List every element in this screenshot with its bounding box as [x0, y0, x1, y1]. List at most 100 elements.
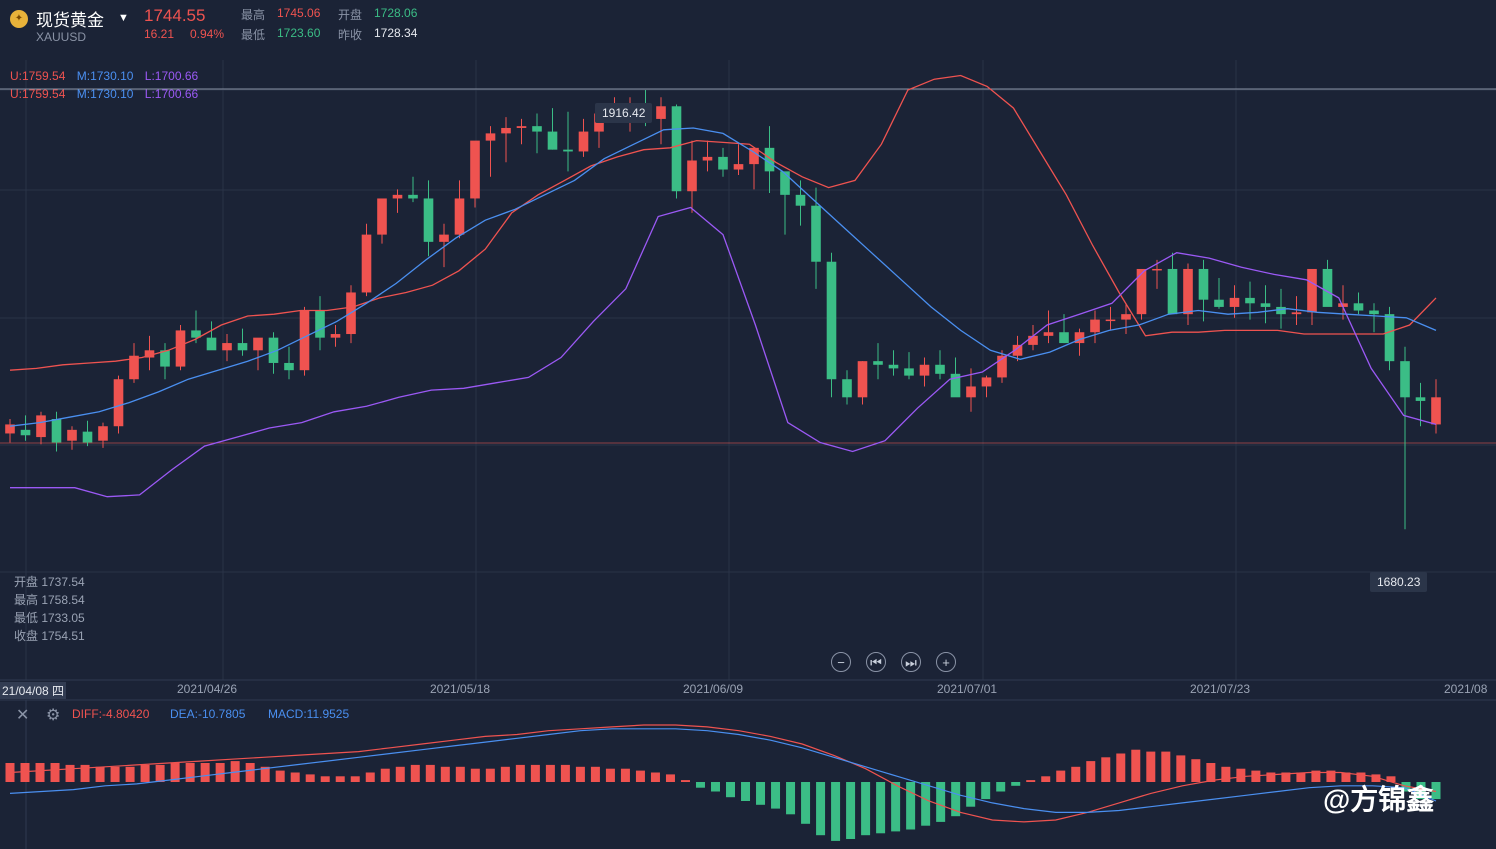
- candle-body: [501, 127, 511, 134]
- macd-hist-bar: [590, 766, 600, 782]
- macd-hist-bar: [695, 782, 705, 788]
- macd-hist-bar: [290, 772, 300, 782]
- macd-hist-bar: [380, 768, 390, 782]
- candle-body: [361, 234, 372, 293]
- candle-body: [36, 415, 46, 438]
- candle-body: [1415, 397, 1426, 401]
- gold-coin-icon: ✦: [10, 10, 28, 28]
- macd-hist-bar: [1371, 774, 1381, 782]
- max-price-tooltip: 1916.42: [595, 103, 653, 123]
- macd-hist-bar: [155, 764, 165, 782]
- macd-hist-bar: [1326, 770, 1336, 782]
- x-tick-label: 21/04/08 四: [0, 682, 67, 699]
- high-value: 1745.06: [277, 6, 321, 20]
- candle-body: [811, 205, 821, 262]
- candle-body: [532, 126, 542, 132]
- macd-hist-bar: [996, 782, 1006, 792]
- candle-body: [1136, 268, 1147, 315]
- macd-hist-bar: [921, 782, 931, 826]
- candle-body: [454, 198, 465, 235]
- skip-forward-button[interactable]: ⏭: [901, 652, 921, 672]
- candle-body: [268, 337, 279, 363]
- candle-body: [175, 330, 186, 367]
- candle-body: [1074, 332, 1085, 344]
- candle-body: [1229, 297, 1240, 307]
- min-price-tooltip: 1680.23: [1370, 572, 1428, 592]
- macd-hist-bar: [50, 763, 60, 782]
- macd-value-label: MACD:11.9525: [268, 707, 350, 721]
- candle-body: [160, 350, 170, 367]
- macd-hist-bar: [650, 772, 660, 782]
- macd-hist-bar: [575, 766, 585, 782]
- macd-hist-bar: [1086, 761, 1096, 782]
- candle-body: [1028, 335, 1038, 345]
- zoom-out-button[interactable]: −: [831, 652, 851, 672]
- candle-body: [702, 156, 713, 161]
- macd-hist-bar: [756, 782, 766, 805]
- boll-legend-2: U:1759.54 M:1730.10 L:1700.66: [10, 87, 206, 101]
- boll-upper: U:1759.54: [10, 87, 66, 101]
- ohlc-low: 最低 1733.05: [14, 611, 85, 625]
- candle-body: [516, 126, 527, 128]
- zoom-in-button[interactable]: +: [936, 652, 956, 672]
- candle-body: [1245, 297, 1255, 304]
- macd-hist-bar: [440, 766, 450, 782]
- candle-body: [1260, 303, 1271, 307]
- candle-body: [950, 373, 961, 398]
- chevron-down-icon[interactable]: ▼: [118, 12, 129, 24]
- close-icon[interactable]: ✕: [16, 707, 30, 724]
- candle-body: [284, 362, 294, 371]
- candle-body: [1384, 314, 1395, 362]
- macd-hist-bar: [1191, 759, 1201, 782]
- skip-back-button[interactable]: ⏮: [866, 652, 886, 672]
- macd-diff-label: DIFF:-4.80420: [72, 707, 150, 721]
- macd-hist-bar: [1341, 772, 1351, 782]
- candle-body: [1043, 332, 1054, 336]
- macd-hist-bar: [1221, 766, 1231, 782]
- macd-hist-bar: [1176, 755, 1186, 782]
- candle-body: [51, 419, 62, 443]
- candle-body: [1152, 268, 1162, 271]
- macd-hist-bar: [936, 782, 946, 822]
- macd-hist-bar: [1236, 768, 1246, 782]
- x-tick-label: 2021/07/23: [1190, 682, 1251, 696]
- boll-upper: U:1759.54: [10, 69, 66, 83]
- candle-body: [98, 426, 108, 441]
- price-change-pct: 0.94%: [190, 27, 225, 41]
- macd-hist-bar: [515, 764, 525, 782]
- gear-icon[interactable]: ⚙: [46, 707, 61, 724]
- candle-body: [1214, 299, 1224, 307]
- macd-hist-bar: [335, 776, 345, 782]
- macd-hist-bar: [951, 782, 961, 817]
- macd-hist-bar: [185, 763, 195, 782]
- candle-body: [966, 386, 976, 398]
- candle-body: [1431, 397, 1441, 425]
- open-label: 开盘: [338, 8, 363, 22]
- macd-hist-bar: [741, 782, 751, 801]
- candle-body: [888, 364, 899, 369]
- candle-body: [764, 147, 775, 172]
- macd-hist-bar: [1311, 770, 1321, 782]
- candle-body: [1198, 268, 1209, 300]
- candle-body: [1276, 306, 1286, 315]
- candle-body: [578, 131, 589, 152]
- macd-hist-bar: [1281, 772, 1291, 782]
- macd-hist-bar: [981, 782, 991, 800]
- macd-hist-bar: [816, 782, 826, 836]
- macd-hist-bar: [1161, 751, 1171, 782]
- macd-hist-bar: [1401, 782, 1411, 792]
- candle-body: [129, 355, 139, 380]
- boll-mid: M:1730.10: [76, 87, 134, 101]
- macd-hist-bar: [786, 782, 796, 815]
- macd-hist-bar: [170, 763, 180, 782]
- candle-body: [485, 133, 496, 141]
- candle-body: [20, 429, 31, 436]
- macd-hist-bar: [545, 764, 555, 782]
- candle-body: [1400, 361, 1410, 398]
- candle-body: [997, 355, 1007, 378]
- instrument-title[interactable]: 现货黄金: [36, 11, 104, 30]
- low-label: 最低: [241, 28, 266, 42]
- macd-hist-bar: [425, 764, 435, 782]
- ohlc-open: 开盘 1737.54: [14, 575, 85, 589]
